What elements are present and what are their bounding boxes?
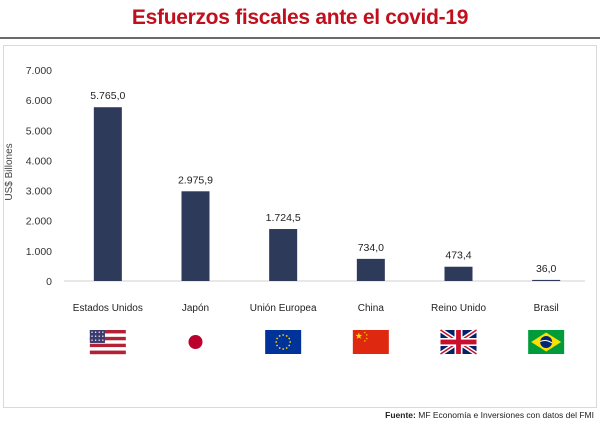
flags [89,328,565,356]
y-tick-label: 7.000 [26,65,52,77]
x-tick-label: Japón [182,303,209,314]
bar-value-label: 1.724,5 [266,212,301,224]
bar [93,107,122,281]
brazil-flag [528,330,565,354]
source-note: Fuente: MF Economía e Inversiones con da… [385,410,594,420]
source-text: MF Economía e Inversiones con datos del … [418,410,594,420]
y-axis-ticks: 0 1.000 2.000 3.000 4.000 5.000 6.000 7.000 [26,65,52,288]
bar [181,191,210,281]
bar [532,279,561,281]
uk-flag [439,328,478,356]
us-flag [89,330,126,355]
title-divider [0,37,600,39]
bar [444,266,473,281]
y-tick-label: 6.000 [26,95,52,107]
x-tick-label: Unión Europea [250,303,317,314]
y-tick-label: 2.000 [26,216,52,228]
y-axis-label: US$ Billones [4,143,15,200]
bar-value-label: 2.975,9 [178,174,213,186]
y-tick-label: 3.000 [26,186,52,198]
bars: 5.765,0 Estados Unidos 2.975,9 Japón 1.724,5… [73,90,561,314]
title-bar: Esfuerzos fiscales ante el covid-19 [0,0,600,44]
bar-value-label: 473,4 [445,250,471,262]
bar [356,258,385,281]
bar-value-label: 734,0 [358,242,384,254]
y-tick-label: 4.000 [26,155,52,167]
chart-title: Esfuerzos fiscales ante el covid-19 [131,6,469,29]
y-tick-label: 1.000 [26,246,52,258]
x-tick-label: Estados Unidos [73,303,143,314]
bar [269,229,298,281]
eu-flag [265,330,302,354]
y-tick-label: 5.000 [26,125,52,137]
y-tick-label: 0 [46,276,52,288]
china-flag [352,330,389,354]
x-tick-label: Brasil [534,303,559,314]
japan-flag [177,330,214,354]
bar-value-label: 5.765,0 [90,90,125,102]
x-tick-label: China [358,303,385,314]
source-label: Fuente: [385,410,416,420]
bar-value-label: 36,0 [536,263,557,275]
x-tick-label: Reino Unido [431,303,486,314]
